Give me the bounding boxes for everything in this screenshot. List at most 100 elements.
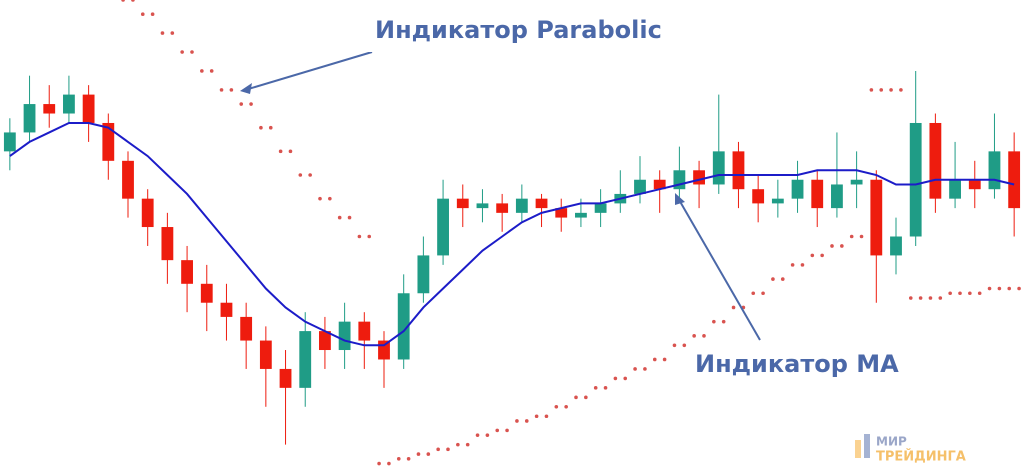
candle-body	[456, 198, 469, 209]
candle-body	[358, 321, 371, 341]
sar-dot	[643, 367, 647, 371]
sar-dot	[721, 319, 726, 324]
logo-text: МИР	[876, 435, 907, 449]
candle-body	[555, 208, 568, 218]
sar-dot	[298, 173, 303, 177]
sar-dot	[997, 286, 1002, 291]
sar-dot	[239, 102, 244, 106]
arrow	[677, 197, 761, 341]
candle-body	[141, 198, 154, 228]
candle-body	[515, 198, 528, 213]
sar-dot	[534, 414, 539, 419]
candle-body	[693, 170, 705, 185]
sar-dot	[672, 343, 677, 348]
sar-dot	[859, 234, 864, 239]
candle-body	[200, 283, 213, 303]
sar-dot	[712, 319, 716, 324]
candle-body	[299, 331, 312, 388]
sar-dot	[780, 277, 785, 281]
candle-body	[43, 104, 56, 114]
sar-dot	[987, 286, 992, 291]
sar-dot	[347, 215, 352, 220]
sar-dot	[869, 88, 874, 92]
candle-body	[890, 236, 902, 256]
candle-body	[575, 212, 587, 218]
candle-body	[397, 293, 410, 360]
candle-body	[23, 104, 36, 133]
sar-dot	[160, 31, 165, 35]
candle-body	[240, 316, 253, 341]
sar-dot	[554, 404, 559, 409]
candle-body	[417, 255, 430, 294]
candle-body	[161, 227, 174, 261]
sar-dot	[406, 457, 411, 461]
sar-dot	[968, 291, 972, 296]
candle-body	[378, 340, 390, 360]
candle-body	[437, 198, 449, 256]
sar-dot	[948, 291, 952, 296]
candle-body	[259, 340, 272, 369]
candle-body	[181, 260, 193, 284]
sar-dot	[810, 253, 815, 258]
sar-dot	[544, 414, 549, 419]
candle-body	[338, 321, 351, 351]
sar-dot	[495, 428, 500, 433]
sar-dot	[613, 376, 618, 381]
sar-dot	[416, 452, 421, 456]
sar-dot	[623, 376, 628, 381]
sar-dot	[278, 149, 283, 154]
candle-body	[1008, 151, 1021, 209]
sar-dot	[633, 367, 637, 371]
sar-dot	[190, 50, 194, 54]
sar-dot	[849, 234, 854, 239]
candle-body	[831, 184, 843, 209]
sar-dot	[229, 88, 234, 92]
sar-dot	[918, 296, 923, 300]
candle-body	[752, 189, 765, 204]
logo-text: ТРЕЙДИНГА	[876, 449, 966, 465]
sar-dot	[928, 296, 933, 300]
candle-body	[791, 179, 804, 199]
sar-dot	[170, 31, 175, 35]
sar-dot	[761, 291, 765, 296]
sar-dot	[515, 419, 519, 423]
arrow-head	[240, 83, 252, 94]
candle-body	[949, 179, 961, 199]
candle-body	[909, 122, 922, 237]
sar-dot	[938, 296, 943, 300]
sar-dot	[889, 88, 893, 92]
sar-dot	[899, 88, 903, 92]
sar-dot	[1017, 286, 1021, 291]
candle-body	[476, 203, 489, 209]
sar-dot	[524, 419, 529, 423]
sar-dot	[268, 125, 273, 130]
ma-line	[9, 121, 1015, 347]
sar-dot	[830, 244, 834, 248]
candle-body	[988, 151, 1001, 190]
candle-body	[496, 203, 509, 213]
sar-dot	[308, 173, 312, 177]
candle-body	[732, 151, 745, 190]
sar-dot	[396, 457, 401, 461]
annotation: Индикатор MA	[695, 350, 899, 378]
candle-body	[82, 94, 95, 123]
sar-dot	[209, 69, 214, 73]
candle-body	[771, 198, 784, 204]
sar-dot	[446, 447, 450, 452]
sar-dot	[387, 461, 391, 466]
candle-body	[634, 179, 646, 194]
sar-dot	[682, 343, 687, 348]
sar-dot	[584, 395, 588, 400]
sar-dot	[436, 447, 440, 452]
sar-dot	[574, 395, 578, 400]
candle-body	[535, 198, 548, 209]
sar-dot	[180, 50, 184, 54]
candle-body	[929, 122, 942, 199]
arrow	[244, 51, 373, 91]
candle-body	[319, 331, 331, 351]
candle-body	[279, 368, 292, 388]
sar-dot	[200, 69, 204, 73]
sar-dot	[702, 334, 706, 338]
sar-dot	[367, 234, 372, 239]
